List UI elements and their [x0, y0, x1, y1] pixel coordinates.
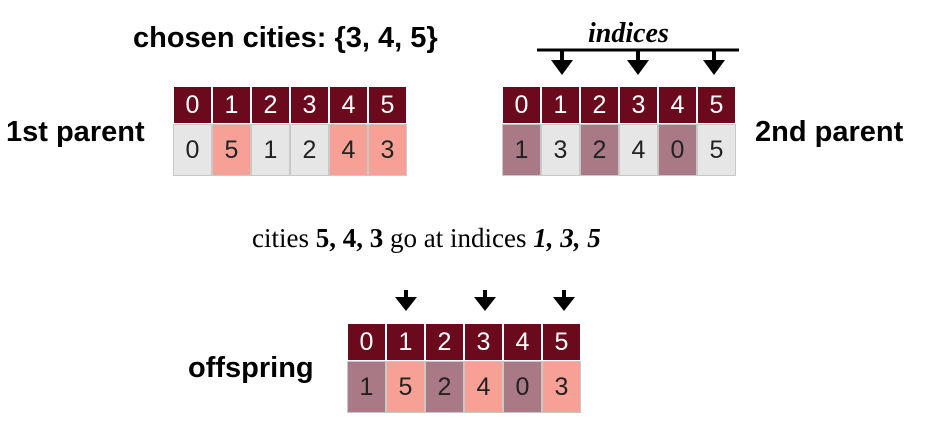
city-cell: 3	[368, 124, 407, 176]
city-cell: 1	[502, 124, 541, 176]
city-cell: 4	[619, 124, 658, 176]
down-arrow-icon	[474, 290, 496, 311]
city-cell: 3	[541, 124, 580, 176]
city-cell: 5	[212, 124, 251, 176]
offspring-label: offspring	[188, 352, 314, 384]
city-cell: 4	[329, 124, 368, 176]
index-cell: 3	[464, 323, 503, 361]
title-chosen-cities: chosen cities: {3, 4, 5}	[133, 22, 438, 54]
index-cell: 5	[542, 323, 581, 361]
down-arrow-icon	[627, 50, 649, 75]
parent1-label: 1st parent	[6, 116, 145, 148]
index-cell: 4	[329, 86, 368, 124]
down-arrow-icon	[395, 290, 417, 311]
sentence-indices: 1, 3, 5	[533, 223, 601, 253]
city-cell: 4	[464, 361, 503, 413]
city-cell: 0	[503, 361, 542, 413]
index-cell: 5	[368, 86, 407, 124]
index-cell: 3	[290, 86, 329, 124]
index-cell: 5	[697, 86, 736, 124]
city-cell: 0	[658, 124, 697, 176]
sentence-cities: 5, 4, 3	[315, 223, 384, 253]
index-cell: 4	[503, 323, 542, 361]
explanation-sentence: cities 5, 4, 3 go at indices 1, 3, 5	[252, 223, 601, 254]
city-cell: 2	[580, 124, 619, 176]
parent2-label: 2nd parent	[755, 116, 904, 148]
city-cell: 0	[173, 124, 212, 176]
city-cell: 5	[386, 361, 425, 413]
index-cell: 0	[347, 323, 386, 361]
index-cell: 1	[541, 86, 580, 124]
city-cell: 2	[425, 361, 464, 413]
index-cell: 1	[386, 323, 425, 361]
index-cell: 2	[425, 323, 464, 361]
down-arrow-icon	[553, 290, 575, 311]
down-arrow-icon	[703, 50, 725, 75]
index-cell: 1	[212, 86, 251, 124]
sentence-prefix: cities	[252, 223, 316, 253]
index-cell: 0	[502, 86, 541, 124]
index-cell: 4	[658, 86, 697, 124]
city-cell: 5	[697, 124, 736, 176]
city-cell: 3	[542, 361, 581, 413]
indices-label: indices	[588, 18, 669, 49]
index-cell: 2	[580, 86, 619, 124]
city-cell: 2	[290, 124, 329, 176]
city-cell: 1	[347, 361, 386, 413]
index-cell: 0	[173, 86, 212, 124]
index-cell: 2	[251, 86, 290, 124]
down-arrow-icon	[551, 50, 573, 75]
sentence-middle: go at indices	[383, 223, 534, 253]
index-cell: 3	[619, 86, 658, 124]
city-cell: 1	[251, 124, 290, 176]
